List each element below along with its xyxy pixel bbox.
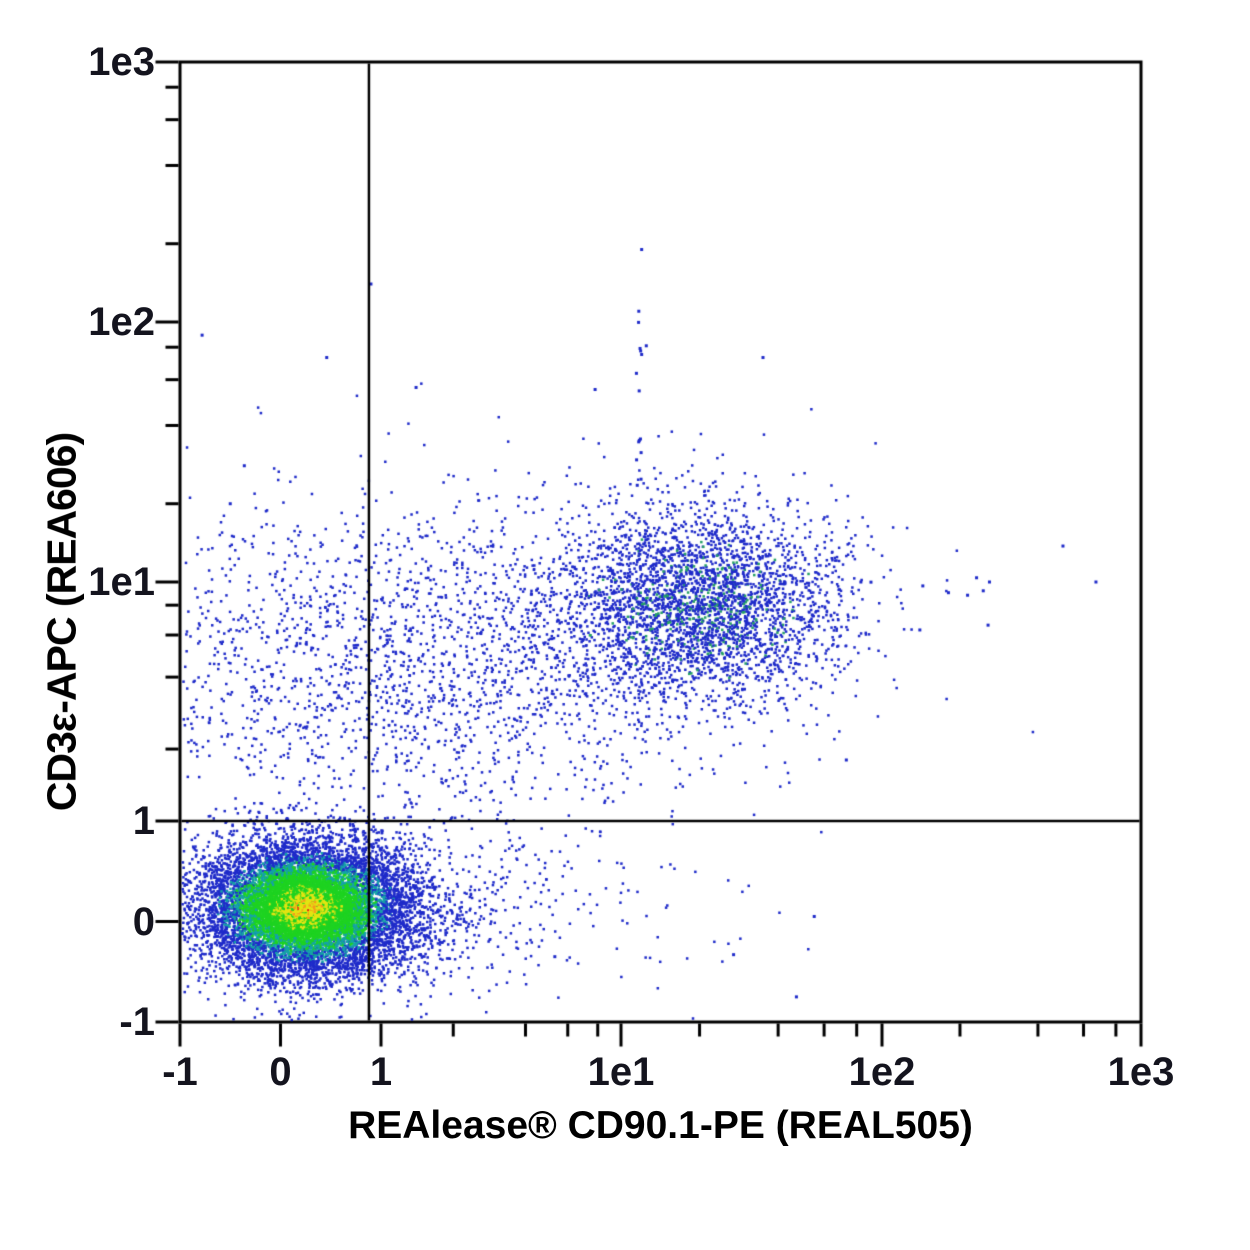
x-tick-label: 1 <box>369 1050 393 1094</box>
y-tick-label: 1e3 <box>88 40 155 84</box>
x-tick-label: 1e2 <box>848 1050 916 1094</box>
x-tick-label: -1 <box>162 1050 198 1094</box>
y-tick-label: 0 <box>132 899 155 944</box>
x-tick-label: 0 <box>269 1050 292 1094</box>
y-tick-label: 1e1 <box>88 560 155 604</box>
y-tick-label: 1e2 <box>88 300 155 344</box>
x-tick-label: 1e1 <box>587 1050 655 1094</box>
x-tick-label: 1e3 <box>1107 1050 1175 1094</box>
y-axis-label: CD3ε-APC (REA606) <box>38 432 85 812</box>
x-axis-label: REAlease® CD90.1-PE (REAL505) <box>348 1104 973 1147</box>
y-tick-label: 1 <box>132 799 155 843</box>
y-tick-label: -1 <box>119 1000 155 1044</box>
